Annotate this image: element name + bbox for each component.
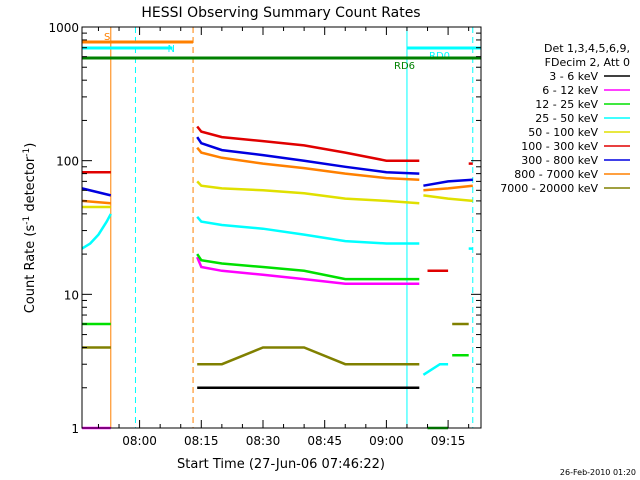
footer-date: 26-Feb-2010 01:20	[560, 468, 636, 477]
series-group	[81, 213, 473, 376]
legend-header: FDecim 2, Att 0	[545, 56, 630, 69]
x-tick-label: 08:00	[122, 434, 157, 448]
series-line	[423, 184, 473, 192]
x-axis-label: Start Time (27-Jun-06 07:46:22)	[177, 457, 385, 472]
series-line	[81, 213, 112, 250]
legend-header: Det 1,3,4,5,6,9,	[544, 42, 630, 55]
series-line	[422, 362, 449, 376]
legend-label: 300 - 800 keV	[521, 154, 598, 167]
y-axis-label-mid: detector	[23, 156, 38, 216]
vertical-markers	[110, 27, 474, 428]
legend-label: 50 - 100 keV	[528, 126, 598, 139]
series-group	[82, 180, 473, 209]
legend-label: 6 - 12 keV	[542, 84, 598, 97]
x-axis: 08:00 08:15 08:30 08:45 09:00 09:15	[97, 27, 470, 448]
legend-label: 100 - 300 keV	[521, 140, 598, 153]
series-group	[82, 125, 473, 273]
y-tick-label: 1	[71, 422, 79, 436]
series-line	[196, 125, 420, 162]
chart-title: HESSI Observing Summary Count Rates	[141, 5, 420, 21]
legend-label: 800 - 7000 keV	[514, 168, 598, 181]
y-axis-label-main: Count Rate (s	[23, 225, 38, 314]
y-tick-label: 10	[64, 288, 79, 302]
y-axis-label-sup2: -1	[22, 148, 32, 157]
x-tick-label: 09:15	[431, 434, 466, 448]
plot-frame	[81, 26, 482, 429]
x-tick-label: 09:00	[369, 434, 404, 448]
flag-bars: SNRD0RD6	[82, 32, 481, 72]
series-line	[423, 194, 473, 203]
legend-label: 12 - 25 keV	[535, 98, 598, 111]
series-line	[196, 180, 420, 205]
series-line	[196, 136, 420, 175]
legend-label: 3 - 6 keV	[549, 70, 598, 83]
series-line	[197, 346, 420, 366]
x-tick-label: 08:45	[307, 434, 342, 448]
y-axis-label-end: )	[23, 143, 38, 148]
y-axis: 1 10 100 1000	[48, 21, 481, 436]
flag-label: N	[167, 44, 174, 55]
x-tick-label: 08:15	[184, 434, 219, 448]
series-line	[196, 146, 420, 181]
series-line	[196, 256, 420, 285]
legend-label: 7000 - 20000 keV	[500, 182, 598, 195]
series-line	[196, 253, 420, 281]
series-line	[196, 215, 420, 245]
x-tick-label: 08:30	[246, 434, 281, 448]
y-axis-label-sup1: -1	[22, 216, 32, 225]
flag-label: S	[104, 32, 110, 43]
series-line	[81, 187, 112, 197]
y-tick-label: 100	[56, 155, 79, 169]
y-tick-label: 1000	[48, 21, 79, 35]
series-group	[81, 136, 473, 197]
flag-label: RD6	[394, 61, 415, 72]
series-line	[423, 178, 473, 187]
legend: Det 1,3,4,5,6,9,FDecim 2, Att 03 - 6 keV…	[500, 42, 630, 195]
y-axis-label: Count Rate (s-1 detector-1)	[22, 143, 38, 314]
legend-label: 25 - 50 keV	[535, 112, 598, 125]
